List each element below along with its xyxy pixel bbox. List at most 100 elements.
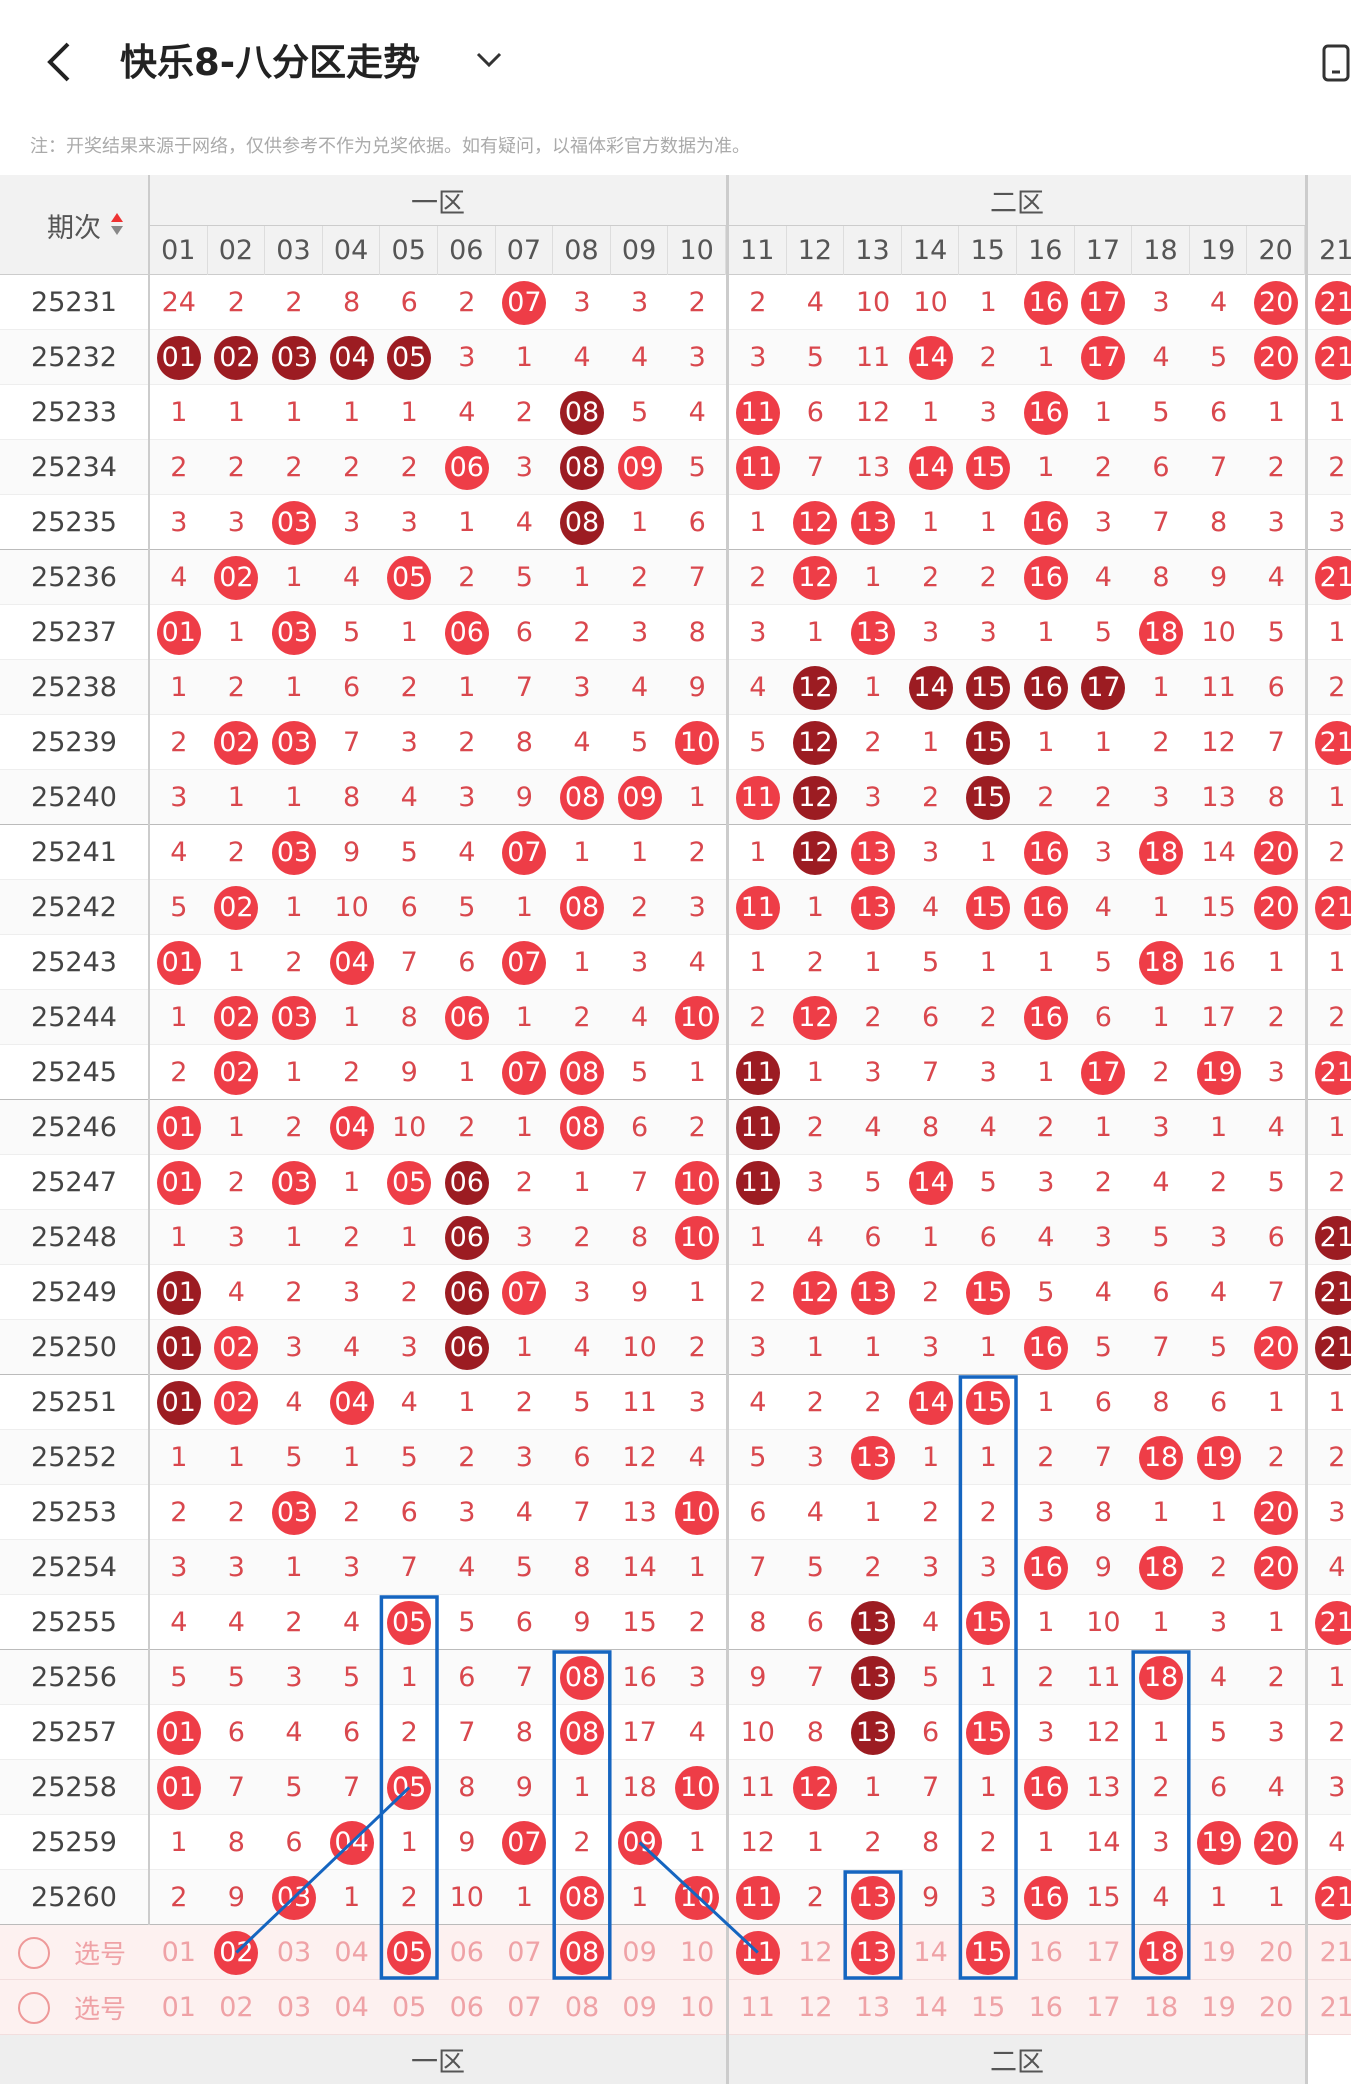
hit-ball: 21 — [1314, 335, 1351, 380]
sort-icon — [110, 211, 124, 237]
number-header: 02 — [208, 226, 266, 275]
pick-number[interactable]: 21 — [1319, 1937, 1351, 1968]
miss-count: 3 — [1037, 1717, 1055, 1748]
pick-number[interactable]: 20 — [1259, 1992, 1294, 2023]
pick-radio[interactable] — [18, 1937, 50, 1969]
pick-number[interactable]: 18 — [1143, 1992, 1179, 2023]
miss-count: 7 — [573, 1497, 591, 1528]
pick-number[interactable]: 04 — [334, 1992, 369, 2023]
pick-number[interactable]: 14 — [913, 1937, 948, 1968]
hit-ball: 20 — [1254, 1545, 1299, 1590]
row-bg — [0, 1595, 1351, 1650]
back-button[interactable] — [40, 38, 76, 86]
hit-ball: 06 — [444, 995, 489, 1040]
pick-radio[interactable] — [18, 1992, 50, 2024]
pick-number[interactable]: 02 — [214, 1930, 259, 1975]
pick-number[interactable]: 14 — [913, 1992, 948, 2023]
title-dropdown[interactable] — [474, 48, 504, 70]
pick-number[interactable]: 12 — [798, 1937, 833, 1968]
pick-number[interactable]: 05 — [387, 1930, 432, 1975]
pick-number[interactable]: 03 — [276, 1937, 312, 1968]
hit-ball: 19 — [1196, 1050, 1241, 1095]
pick-number[interactable]: 05 — [392, 1992, 427, 2023]
miss-count: 2 — [864, 1552, 882, 1583]
pick-number[interactable]: 11 — [740, 1992, 775, 2023]
miss-count: 7 — [458, 1717, 476, 1748]
pick-number[interactable]: 20 — [1259, 1937, 1294, 1968]
hit-ball: 10 — [675, 1875, 720, 1920]
miss-count: 7 — [1094, 1442, 1112, 1473]
pick-number[interactable]: 18 — [1139, 1930, 1183, 1975]
miss-count: 6 — [343, 1717, 361, 1748]
period: 25253 — [0, 1485, 150, 1540]
pick-number[interactable]: 08 — [560, 1930, 604, 1975]
pick-number[interactable]: 21 — [1319, 1992, 1351, 2023]
miss-count: 3 — [458, 782, 476, 813]
miss-count: 5 — [170, 1662, 188, 1693]
pick-number[interactable]: 01 — [161, 1937, 196, 1968]
miss-count: 3 — [458, 342, 476, 373]
miss-count: 3 — [688, 1387, 706, 1418]
miss-count: 3 — [400, 507, 418, 538]
pick-number[interactable]: 03 — [276, 1992, 312, 2023]
pick-number[interactable]: 15 — [966, 1930, 1011, 1975]
hit-ball: 06 — [444, 445, 489, 490]
miss-count: 3 — [1267, 1717, 1285, 1748]
pick-number[interactable]: 10 — [680, 1992, 715, 2023]
pick-number[interactable]: 04 — [334, 1937, 369, 1968]
miss-count: 12 — [740, 1827, 775, 1858]
miss-count: 2 — [343, 1497, 361, 1528]
pick-number[interactable]: 17 — [1086, 1992, 1121, 2023]
miss-count: 7 — [631, 1167, 649, 1198]
hit-ball: 11 — [735, 1875, 780, 1920]
device-icon[interactable] — [1320, 42, 1351, 82]
period: 25235 — [0, 495, 150, 550]
hit-ball: 08 — [560, 1105, 604, 1150]
miss-count: 17 — [622, 1717, 657, 1748]
hit-ball: 21 — [1314, 1050, 1351, 1095]
hit-ball: 07 — [502, 830, 547, 875]
miss-count: 3 — [688, 342, 706, 373]
pick-number[interactable]: 08 — [564, 1992, 600, 2023]
pick-number[interactable]: 02 — [219, 1992, 254, 2023]
pick-number[interactable]: 10 — [680, 1937, 715, 1968]
pick-number[interactable]: 07 — [507, 1937, 542, 1968]
pick-number[interactable]: 07 — [507, 1992, 542, 2023]
miss-count: 1 — [227, 782, 245, 813]
pick-number[interactable]: 16 — [1028, 1937, 1063, 1968]
pick-number[interactable]: 19 — [1201, 1992, 1236, 2023]
miss-count: 6 — [343, 672, 361, 703]
miss-count: 2 — [573, 1222, 591, 1253]
hit-ball: 20 — [1254, 1325, 1299, 1370]
pick-number[interactable]: 16 — [1028, 1992, 1063, 2023]
pick-number[interactable]: 15 — [971, 1992, 1006, 2023]
miss-count: 11 — [1201, 672, 1236, 703]
hit-ball: 06 — [444, 610, 489, 655]
pick-number[interactable]: 19 — [1201, 1937, 1236, 1968]
pick-number[interactable]: 09 — [622, 1992, 657, 2023]
miss-count: 1 — [343, 1442, 361, 1473]
miss-count: 2 — [458, 1442, 476, 1473]
row-bg — [0, 440, 1351, 495]
miss-count: 1 — [400, 617, 418, 648]
pick-number[interactable]: 01 — [161, 1992, 196, 2023]
pick-number[interactable]: 09 — [622, 1937, 657, 1968]
pick-number[interactable]: 12 — [798, 1992, 833, 2023]
miss-count: 1 — [227, 397, 245, 428]
row-bg — [0, 1265, 1351, 1320]
pick-number[interactable]: 06 — [449, 1937, 484, 1968]
pick-label: 选号 — [73, 1995, 126, 2025]
miss-count: 2 — [343, 452, 361, 483]
hit-ball: 16 — [1023, 1545, 1068, 1590]
pick-number[interactable]: 06 — [449, 1992, 484, 2023]
pick-number[interactable]: 13 — [855, 1992, 891, 2023]
pick-number[interactable]: 11 — [735, 1930, 780, 1975]
miss-count: 4 — [1267, 1772, 1285, 1803]
hit-ball: 01 — [156, 1270, 201, 1315]
miss-count: 2 — [573, 1002, 591, 1033]
pick-number[interactable]: 13 — [851, 1930, 895, 1975]
miss-count: 1 — [979, 507, 997, 538]
miss-count: 3 — [749, 342, 767, 373]
pick-number[interactable]: 17 — [1086, 1937, 1121, 1968]
miss-count: 15 — [1086, 1882, 1121, 1913]
